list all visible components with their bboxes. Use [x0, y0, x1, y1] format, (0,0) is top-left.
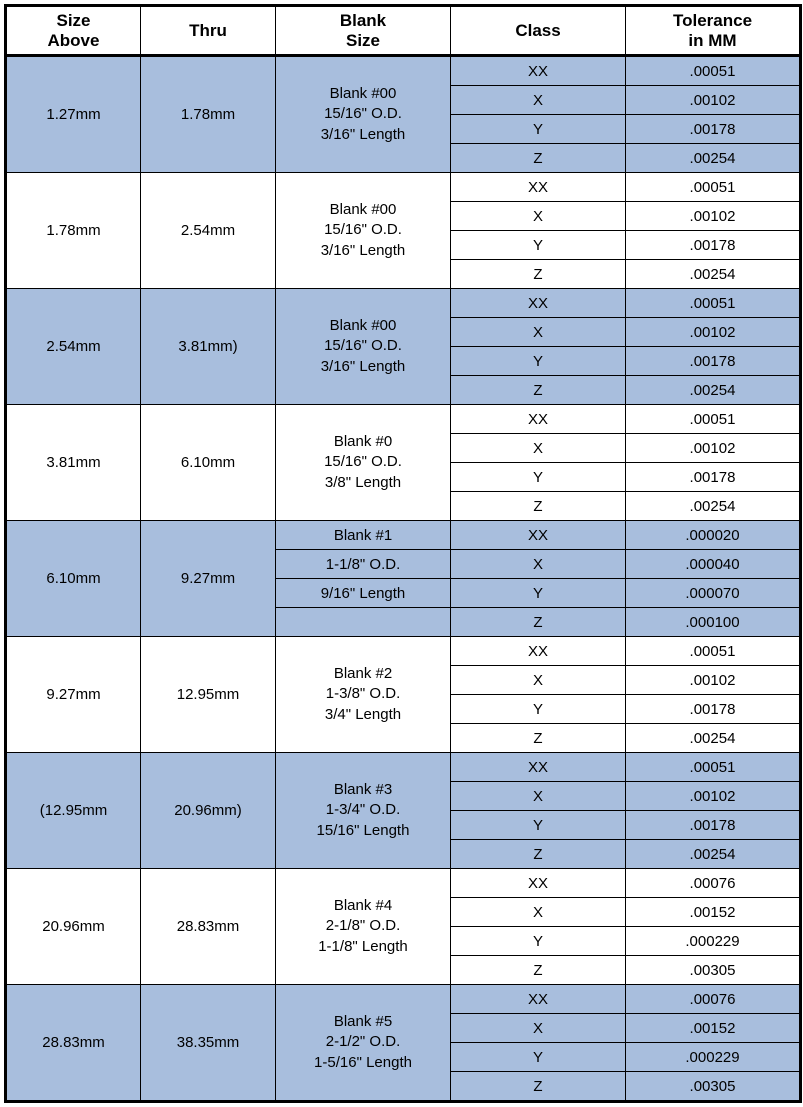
cell-thru: 20.96mm) [141, 753, 276, 869]
cell-thru: 6.10mm [141, 405, 276, 521]
cell-class: XXXYZ [451, 521, 626, 637]
cell-size-above: 2.54mm [6, 289, 141, 405]
cell-blank-size: Blank #42-1/8" O.D.1-1/8" Length [276, 869, 451, 985]
cell-tolerance: .00051.00102.00178.00254 [626, 289, 801, 405]
cell-size-above: 3.81mm [6, 405, 141, 521]
cell-class: XXXYZ [451, 637, 626, 753]
cell-size-above: 6.10mm [6, 521, 141, 637]
cell-size-above: (12.95mm [6, 753, 141, 869]
cell-tolerance: .00051.00102.00178.00254 [626, 56, 801, 173]
cell-thru: 12.95mm [141, 637, 276, 753]
header-blank-size: BlankSize [276, 6, 451, 56]
cell-blank-size: Blank #21-3/8" O.D.3/4" Length [276, 637, 451, 753]
cell-class: XXXYZ [451, 869, 626, 985]
table-body: 1.27mm1.78mmBlank #0015/16" O.D.3/16" Le… [6, 56, 801, 1102]
cell-thru: 2.54mm [141, 173, 276, 289]
cell-blank-size: Blank #0015/16" O.D.3/16" Length [276, 289, 451, 405]
cell-class: XXXYZ [451, 753, 626, 869]
header-class: Class [451, 6, 626, 56]
cell-tolerance: .00051.00102.00178.00254 [626, 405, 801, 521]
cell-blank-size: Blank #52-1/2" O.D.1-5/16" Length [276, 985, 451, 1102]
cell-tolerance: .00051.00102.00178.00254 [626, 753, 801, 869]
cell-tolerance: .00051.00102.00178.00254 [626, 173, 801, 289]
table-row: 9.27mm12.95mmBlank #21-3/8" O.D.3/4" Len… [6, 637, 801, 753]
cell-tolerance: .00076.00152.000229.00305 [626, 985, 801, 1102]
cell-thru: 3.81mm) [141, 289, 276, 405]
header-tolerance: Tolerancein MM [626, 6, 801, 56]
cell-thru: 9.27mm [141, 521, 276, 637]
table-row: 20.96mm28.83mmBlank #42-1/8" O.D.1-1/8" … [6, 869, 801, 985]
table-row: (12.95mm20.96mm)Blank #31-3/4" O.D.15/16… [6, 753, 801, 869]
header-size-above: SizeAbove [6, 6, 141, 56]
cell-thru: 28.83mm [141, 869, 276, 985]
cell-class: XXXYZ [451, 289, 626, 405]
cell-size-above: 1.78mm [6, 173, 141, 289]
cell-thru: 38.35mm [141, 985, 276, 1102]
tolerance-table: SizeAbove Thru BlankSize Class Tolerance… [4, 4, 802, 1103]
table-row: 1.78mm2.54mmBlank #0015/16" O.D.3/16" Le… [6, 173, 801, 289]
cell-blank-size: Blank #0015/16" O.D.3/16" Length [276, 56, 451, 173]
table-row: 2.54mm3.81mm)Blank #0015/16" O.D.3/16" L… [6, 289, 801, 405]
table-row: 6.10mm9.27mmBlank #11-1/8" O.D.9/16" Len… [6, 521, 801, 637]
cell-blank-size: Blank #11-1/8" O.D.9/16" Length [276, 521, 451, 637]
cell-class: XXXYZ [451, 985, 626, 1102]
header-thru: Thru [141, 6, 276, 56]
cell-thru: 1.78mm [141, 56, 276, 173]
cell-blank-size: Blank #31-3/4" O.D.15/16" Length [276, 753, 451, 869]
cell-size-above: 1.27mm [6, 56, 141, 173]
cell-class: XXXYZ [451, 56, 626, 173]
table-row: 1.27mm1.78mmBlank #0015/16" O.D.3/16" Le… [6, 56, 801, 173]
cell-class: XXXYZ [451, 173, 626, 289]
cell-size-above: 9.27mm [6, 637, 141, 753]
cell-tolerance: .000020.000040.000070.000100 [626, 521, 801, 637]
cell-size-above: 28.83mm [6, 985, 141, 1102]
cell-size-above: 20.96mm [6, 869, 141, 985]
table-row: 3.81mm6.10mmBlank #015/16" O.D.3/8" Leng… [6, 405, 801, 521]
cell-class: XXXYZ [451, 405, 626, 521]
cell-blank-size: Blank #0015/16" O.D.3/16" Length [276, 173, 451, 289]
cell-tolerance: .00076.00152.000229.00305 [626, 869, 801, 985]
cell-tolerance: .00051.00102.00178.00254 [626, 637, 801, 753]
cell-blank-size: Blank #015/16" O.D.3/8" Length [276, 405, 451, 521]
table-row: 28.83mm38.35mmBlank #52-1/2" O.D.1-5/16"… [6, 985, 801, 1102]
table-header-row: SizeAbove Thru BlankSize Class Tolerance… [6, 6, 801, 56]
